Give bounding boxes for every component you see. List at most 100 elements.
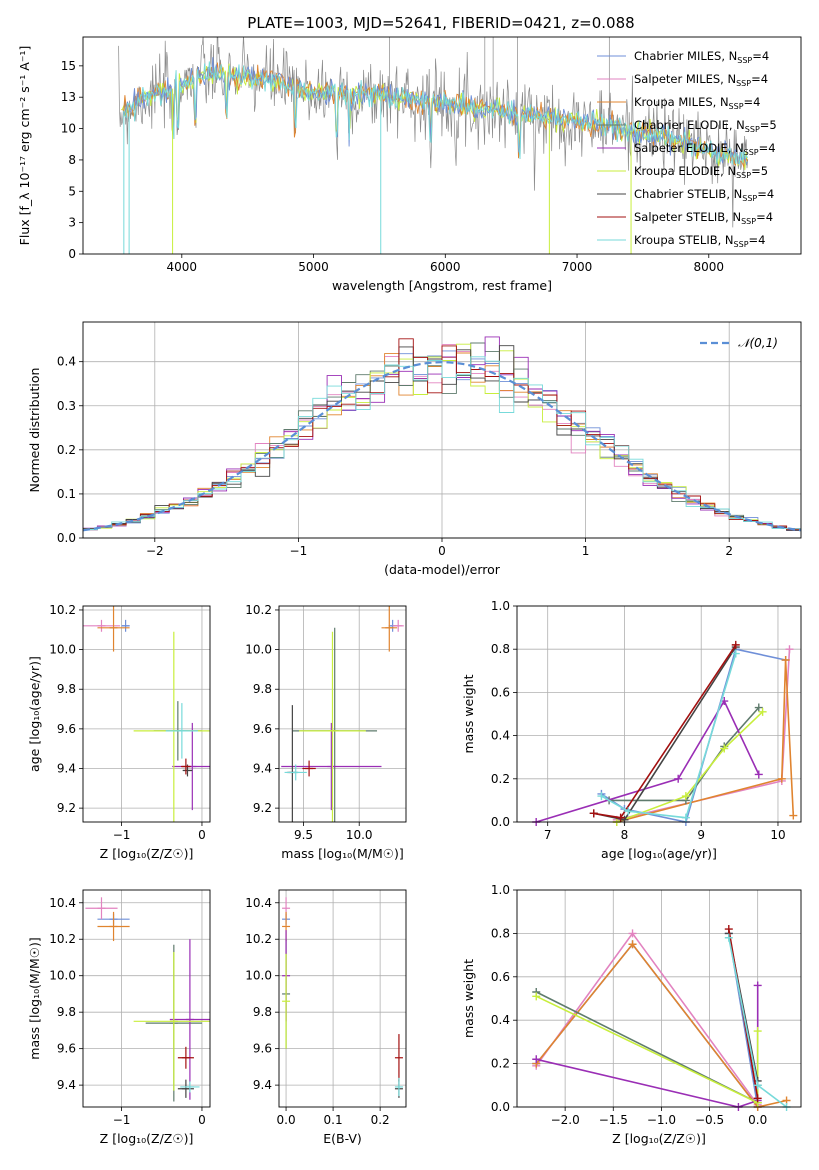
y-tick-label: 10.4 [49,896,76,910]
weight-marker [628,929,637,938]
x-tick-label: 0 [438,544,446,558]
y-tick-label: 9.6 [253,722,272,736]
y-axis-label: mass weight [461,959,476,1038]
model-spectrum [124,61,749,165]
weight-line [535,699,760,822]
panels: 4000 5000 6000 7000 80000358101315wavelength… [17,36,802,1146]
weight-marker [753,1081,762,1090]
legend-label: Kroupa STELIB, NSSP=4 [634,233,765,249]
y-tick-label: 0.0 [57,531,76,545]
x-axis-label: Z [log₁₀(Z/Z☉)] [100,846,194,861]
weight-marker [753,1094,762,1103]
y-tick-label: 0.8 [491,642,510,656]
x-axis-label: Z [log₁₀(Z/Z☉)] [100,1131,194,1146]
x-tick-label: 8 [621,828,629,842]
y-tick-label: 10.2 [49,932,76,946]
axes-frame [516,605,802,823]
weight-marker [624,807,633,816]
legend-label: Salpeter STELIB, NSSP=4 [634,210,773,226]
legend-label: Chabrier STELIB, NSSP=4 [634,187,774,203]
weight-marker [720,744,729,753]
weight-marker [753,1027,762,1036]
x-tick-label: 10.0 [346,828,373,842]
weight-line [536,985,759,1107]
weight-marker [532,1055,541,1064]
weight-marker [758,707,767,716]
x-tick-label: 10 [770,828,785,842]
y-tick-label: 8 [68,153,76,167]
y-tick-label: 9.4 [253,1078,272,1092]
y-tick-label: 13 [61,90,76,104]
weight-marker [681,792,690,801]
y-axis-label: mass [log₁₀(M/M☉)] [27,937,42,1059]
legend-label: 𝒩(0,1) [738,336,778,350]
y-tick-label: 10.2 [245,603,272,617]
x-axis-label: (data-model)/error [384,562,501,577]
weight-marker [753,981,762,990]
weight-marker [754,770,763,779]
x-tick-label: −2 [146,544,164,558]
legend-label: Kroupa MILES, NSSP=4 [634,95,760,111]
y-tick-label: 10.0 [49,969,76,983]
x-axis-label: wavelength [Angstrom, rest frame] [332,278,552,293]
weight-marker [532,992,541,1001]
y-tick-label: 9.6 [57,722,76,736]
y-tick-label: 0.3 [57,399,76,413]
weight-marker [781,656,790,664]
weight-marker [597,792,606,801]
y-tick-label: 0.4 [491,1013,510,1027]
y-tick-label: 5 [68,184,76,198]
x-tick-label: −1 [290,544,308,558]
legend-label: Chabrier ELODIE, NSSP=5 [634,118,777,134]
x-tick-label: −1 [113,828,131,842]
y-tick-label: 9.8 [57,1005,76,1019]
y-tick-label: 0.0 [491,1100,510,1114]
weight-line [593,646,737,821]
y-tick-label: 0.4 [491,729,510,743]
x-tick-label: −1 [113,1113,131,1127]
y-tick-label: 9.8 [253,682,272,696]
panel-age-mass: 9.5 10.0 9.2 9.4 9.6 9.8 10.0 10.2 mass [log₁₀(M… [245,603,407,861]
axes-frame [82,321,802,539]
axes-frame [516,889,802,1108]
y-tick-label: 10.4 [245,896,272,910]
y-axis-label: age [log₁₀(age/yr)] [27,656,42,772]
x-tick-label: 7 [544,828,552,842]
x-tick-label: 2 [725,544,733,558]
x-tick-label: −0.5 [695,1113,724,1127]
y-tick-label: 1.0 [491,883,510,897]
x-tick-label: 0 [198,828,206,842]
y-axis-label: Normed distribution [27,368,42,493]
y-tick-label: 0.4 [57,355,76,369]
weight-line [593,644,737,819]
y-tick-label: 0.8 [491,926,510,940]
legend-label: Salpeter ELODIE, NSSP=4 [634,141,776,157]
weight-marker [789,811,798,820]
panel-mass-ebv: 0.0 0.1 0.2 9.4 9.6 9.8 10.0 10.2 10.4 E(B-V) [245,889,407,1146]
weight-line [601,653,737,819]
axes-frame [82,889,211,1108]
weight-marker [674,774,683,783]
figure-title: PLATE=1003, MJD=52641, FIBERID=0421, z=0… [247,14,634,32]
panel-spectrum: 4000 5000 6000 7000 8000 0 3 5 8 10 13 15 wavelength… [17,36,802,293]
x-tick-label: 9 [697,828,705,842]
x-tick-label: 5000 [298,260,329,274]
y-tick-label: 0.6 [491,970,510,984]
histogram-kroupa-stelib [83,356,801,530]
model-spectrum [120,63,748,170]
y-tick-label: 10.0 [245,643,272,657]
panel-massweight-age: 7 8 9 10 0.0 0.2 0.4 0.6 0.8 1.0 age [log₁₀(age/yr… [461,599,802,861]
y-tick-label: 0 [68,247,76,261]
x-axis-label: Z [log₁₀(Z/Z☉)] [612,1131,706,1146]
y-axis-label: mass weight [461,674,476,753]
y-tick-label: 15 [61,59,76,73]
x-axis-label: age [log₁₀(age/yr)] [601,846,717,861]
legend: 𝒩(0,1) [700,336,778,350]
x-tick-label: 4000 [167,260,198,274]
x-tick-label: −1.5 [599,1113,628,1127]
weight-line [535,932,759,1106]
weight-marker [785,645,794,654]
y-tick-label: 10.2 [245,932,272,946]
y-tick-label: 9.4 [253,761,272,775]
y-tick-label: 0.2 [491,1057,510,1071]
